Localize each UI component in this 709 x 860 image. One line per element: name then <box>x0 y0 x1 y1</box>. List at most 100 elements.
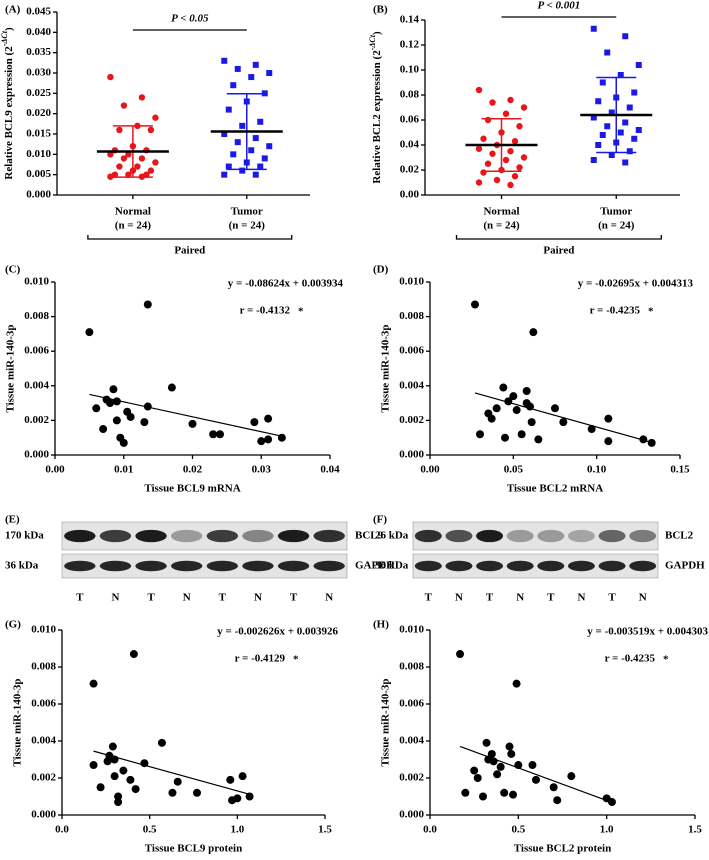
data-point <box>484 160 492 167</box>
blot-band <box>598 560 626 572</box>
data-point <box>475 145 483 152</box>
data-point <box>553 796 562 805</box>
data-point <box>475 179 483 186</box>
data-point <box>622 119 629 126</box>
lane-label: T <box>290 592 298 604</box>
data-point <box>595 98 602 105</box>
x-tick-label: Normal <box>483 206 519 218</box>
data-point <box>590 25 597 32</box>
data-point <box>140 418 149 427</box>
data-point <box>502 156 510 164</box>
data-point <box>511 173 519 180</box>
x-tick-label: 1.5 <box>318 824 332 836</box>
x-tick-label: 0.01 <box>114 464 133 476</box>
data-point <box>120 155 128 162</box>
y-tick-label: 0.006 <box>399 698 424 710</box>
data-point <box>599 132 606 138</box>
data-point <box>635 62 642 68</box>
blot-band <box>64 529 96 543</box>
data-point <box>590 157 597 163</box>
data-point <box>604 437 613 446</box>
data-point <box>528 761 537 770</box>
data-point <box>109 385 118 394</box>
lane-label: N <box>111 592 119 604</box>
blot-band <box>567 560 595 572</box>
data-point <box>89 679 98 688</box>
data-point <box>221 131 228 137</box>
data-point <box>252 171 259 178</box>
data-point <box>487 749 496 758</box>
data-point <box>107 73 114 81</box>
y-tick-label: 0.002 <box>399 772 424 784</box>
blot-band <box>277 560 310 572</box>
y-tick-label: 0.005 <box>26 168 51 180</box>
y-tick-label: 0.000 <box>399 809 424 821</box>
y-axis-label: Relative BCL2 expression (2-ΔCt) <box>368 31 383 184</box>
data-point <box>479 792 487 801</box>
data-point <box>233 794 242 803</box>
y-tick-label: 0.010 <box>31 624 56 636</box>
data-point <box>639 435 648 444</box>
data-point <box>626 148 633 155</box>
data-point <box>226 775 235 784</box>
blot-band <box>567 529 595 543</box>
y-tick-label: 0.010 <box>399 276 424 288</box>
data-point <box>517 430 526 439</box>
data-point <box>238 772 247 781</box>
data-point <box>617 72 624 78</box>
data-point <box>507 148 514 155</box>
data-point <box>512 406 521 415</box>
y-tick-label: 0.004 <box>31 735 56 747</box>
data-point <box>604 49 611 56</box>
y-tick-label: 0.030 <box>26 67 51 79</box>
data-point <box>567 772 576 781</box>
x-tick-label: 1.0 <box>230 824 244 836</box>
data-point <box>599 79 606 86</box>
x-tick-note: (n = 24) <box>598 220 635 232</box>
x-tick-label: 0.02 <box>183 464 203 476</box>
data-point <box>631 135 638 142</box>
y-tick-label: 0.000 <box>26 189 51 201</box>
data-point <box>476 430 484 439</box>
x-tick-note: (n = 24) <box>229 220 266 232</box>
pair-bracket <box>455 235 662 240</box>
data-point <box>520 154 528 161</box>
data-point <box>456 650 465 659</box>
marker-size: 36 kDa <box>375 560 409 572</box>
data-point <box>549 783 558 792</box>
data-point <box>89 761 98 770</box>
data-point <box>126 412 135 421</box>
data-point <box>608 109 615 116</box>
y-tick-label: 0.020 <box>26 107 51 119</box>
regression-equation: y = -0.08624x + 0.003934 <box>228 278 344 290</box>
data-point <box>604 414 613 423</box>
blot-band <box>206 529 238 543</box>
significance-mark: * <box>298 306 304 318</box>
panel-label: (B) <box>373 4 388 16</box>
regression-equation: y = -0.02695x + 0.004313 <box>578 278 694 290</box>
significance-label: P < 0.05 <box>171 13 209 25</box>
y-axis-label: Tissue miR-140-3p <box>380 324 392 412</box>
y-tick-label: 0.000 <box>31 809 56 821</box>
data-point <box>482 738 491 747</box>
data-point <box>116 126 123 134</box>
y-tick-label: 0.015 <box>26 128 51 140</box>
marker-size: 36 kDa <box>5 560 39 572</box>
x-tick-label: 0.15 <box>670 464 690 476</box>
data-point <box>152 114 159 121</box>
data-point <box>647 438 656 447</box>
blot-band <box>445 529 473 543</box>
y-tick-label: 0.045 <box>26 6 51 18</box>
data-point <box>85 328 94 337</box>
y-tick-label: 0.006 <box>24 345 49 357</box>
protein-name: BCL9 <box>355 530 384 542</box>
blot-band <box>476 560 504 572</box>
data-point <box>157 738 166 747</box>
data-point <box>489 99 496 106</box>
lane-label: T <box>147 592 155 604</box>
data-point <box>168 788 177 797</box>
y-tick-label: 0.008 <box>399 310 424 322</box>
protein-name: GAPDH <box>355 560 395 572</box>
x-tick-label: Tumor <box>600 206 632 218</box>
data-point <box>225 106 232 113</box>
